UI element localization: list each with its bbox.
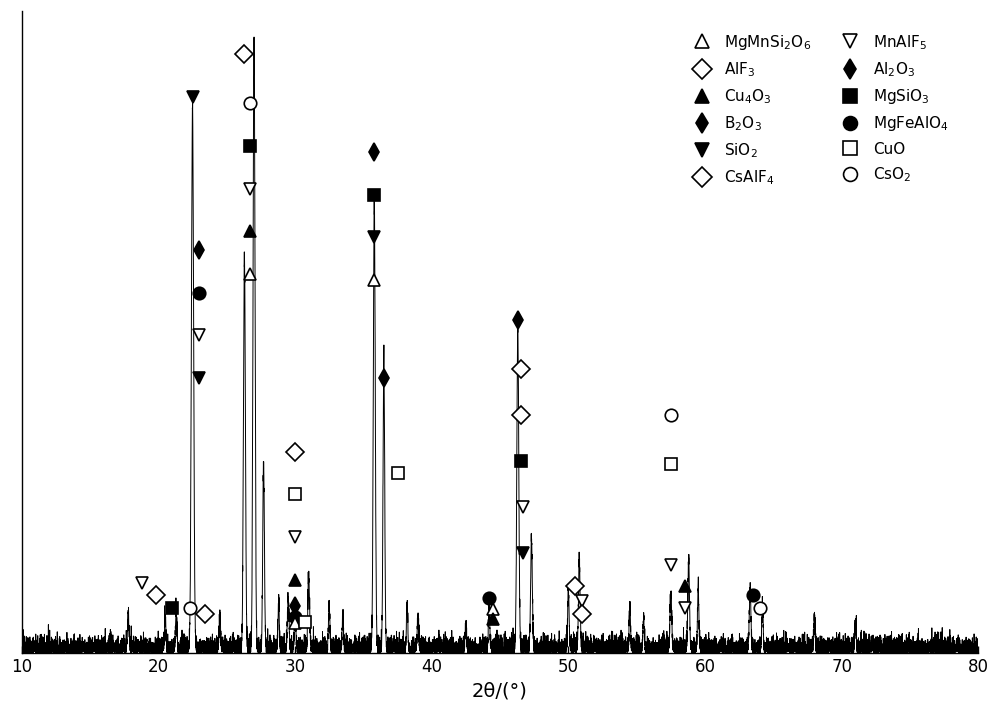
X-axis label: 2θ/(°): 2θ/(°)	[472, 682, 528, 701]
Legend: MgMnSi$_2$O$_6$, AlF$_3$, Cu$_4$O$_3$, B$_2$O$_3$, SiO$_2$, CsAlF$_4$, MnAlF$_5$: MgMnSi$_2$O$_6$, AlF$_3$, Cu$_4$O$_3$, B…	[679, 25, 956, 195]
